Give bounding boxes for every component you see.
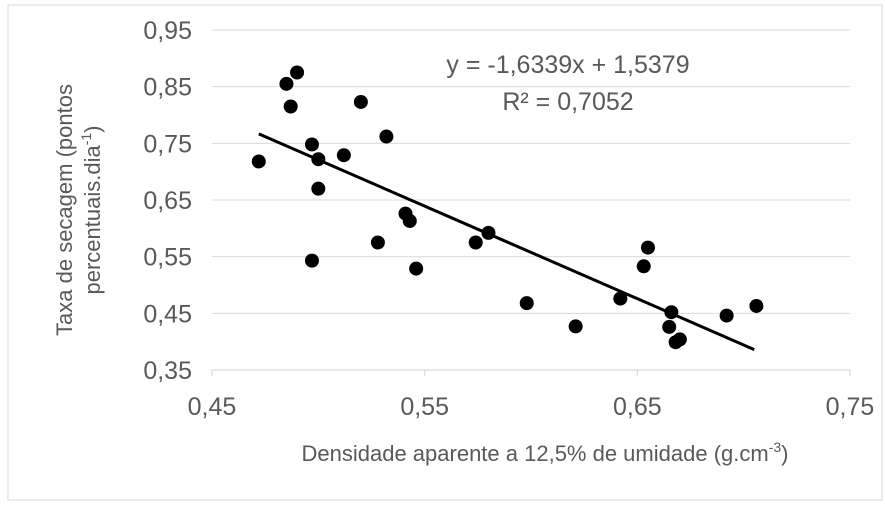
data-point	[304, 253, 319, 268]
gridlines	[211, 29, 851, 376]
data-point	[279, 76, 294, 91]
r-squared-label: R² = 0,7052	[502, 88, 633, 116]
data-point	[370, 235, 385, 250]
x-axis-title-sup: -3	[769, 439, 782, 455]
trendline	[258, 132, 755, 351]
data-point	[672, 332, 687, 347]
y-tick-label: 0,45	[143, 300, 192, 328]
y-tick-label: 0,55	[143, 244, 192, 272]
data-point	[636, 259, 651, 274]
y-tick-label: 0,65	[143, 187, 192, 215]
data-point	[719, 308, 734, 323]
data-point	[662, 319, 677, 334]
data-point	[353, 94, 368, 109]
data-point	[251, 154, 266, 169]
data-point	[640, 240, 655, 255]
data-point	[290, 65, 305, 80]
y-tick-label: 0,95	[143, 17, 192, 45]
data-point	[402, 213, 417, 228]
y-axis-title-sup: -1	[78, 133, 94, 146]
x-tick-label: 0,65	[613, 393, 662, 421]
y-axis-title: Taxa de secagem (pontos percentuais.dia-…	[52, 84, 105, 336]
x-axis-title-main: Densidade aparente a 12,5% de umidade (g…	[302, 441, 769, 466]
data-point	[304, 137, 319, 152]
y-tick-label: 0,35	[143, 357, 192, 385]
x-axis-title: Densidade aparente a 12,5% de umidade (g…	[302, 439, 789, 466]
x-tick-label: 0,55	[400, 393, 449, 421]
y-axis-title-end: )	[80, 126, 105, 133]
y-axis-title-line2-main: percentuais.dia	[80, 145, 105, 295]
x-tick-label: 0,75	[826, 393, 875, 421]
chart-frame	[7, 4, 883, 501]
x-tick-label: 0,45	[188, 393, 237, 421]
data-point	[468, 235, 483, 250]
data-point	[379, 129, 394, 144]
y-tick-label: 0,85	[143, 74, 192, 102]
data-point	[409, 261, 424, 276]
data-point	[311, 181, 326, 196]
data-point	[613, 291, 628, 306]
x-axis-title-end: )	[781, 441, 788, 466]
y-axis-title-line2: percentuais.dia-1)	[78, 126, 105, 295]
x-axis-ticks: 0,45 0,55 0,65 0,75	[188, 393, 875, 421]
trendline-equation: y = -1,6339x + 1,5379	[446, 51, 689, 79]
data-point	[336, 148, 351, 163]
y-tick-label: 0,75	[143, 130, 192, 158]
data-point	[519, 296, 534, 311]
y-axis-ticks: 0,35 0,45 0,55 0,65 0,75 0,85 0,95	[143, 17, 192, 385]
data-point	[283, 99, 298, 114]
data-point	[568, 319, 583, 334]
y-axis-title-line1: Taxa de secagem (pontos	[52, 84, 77, 336]
data-point	[749, 298, 764, 313]
